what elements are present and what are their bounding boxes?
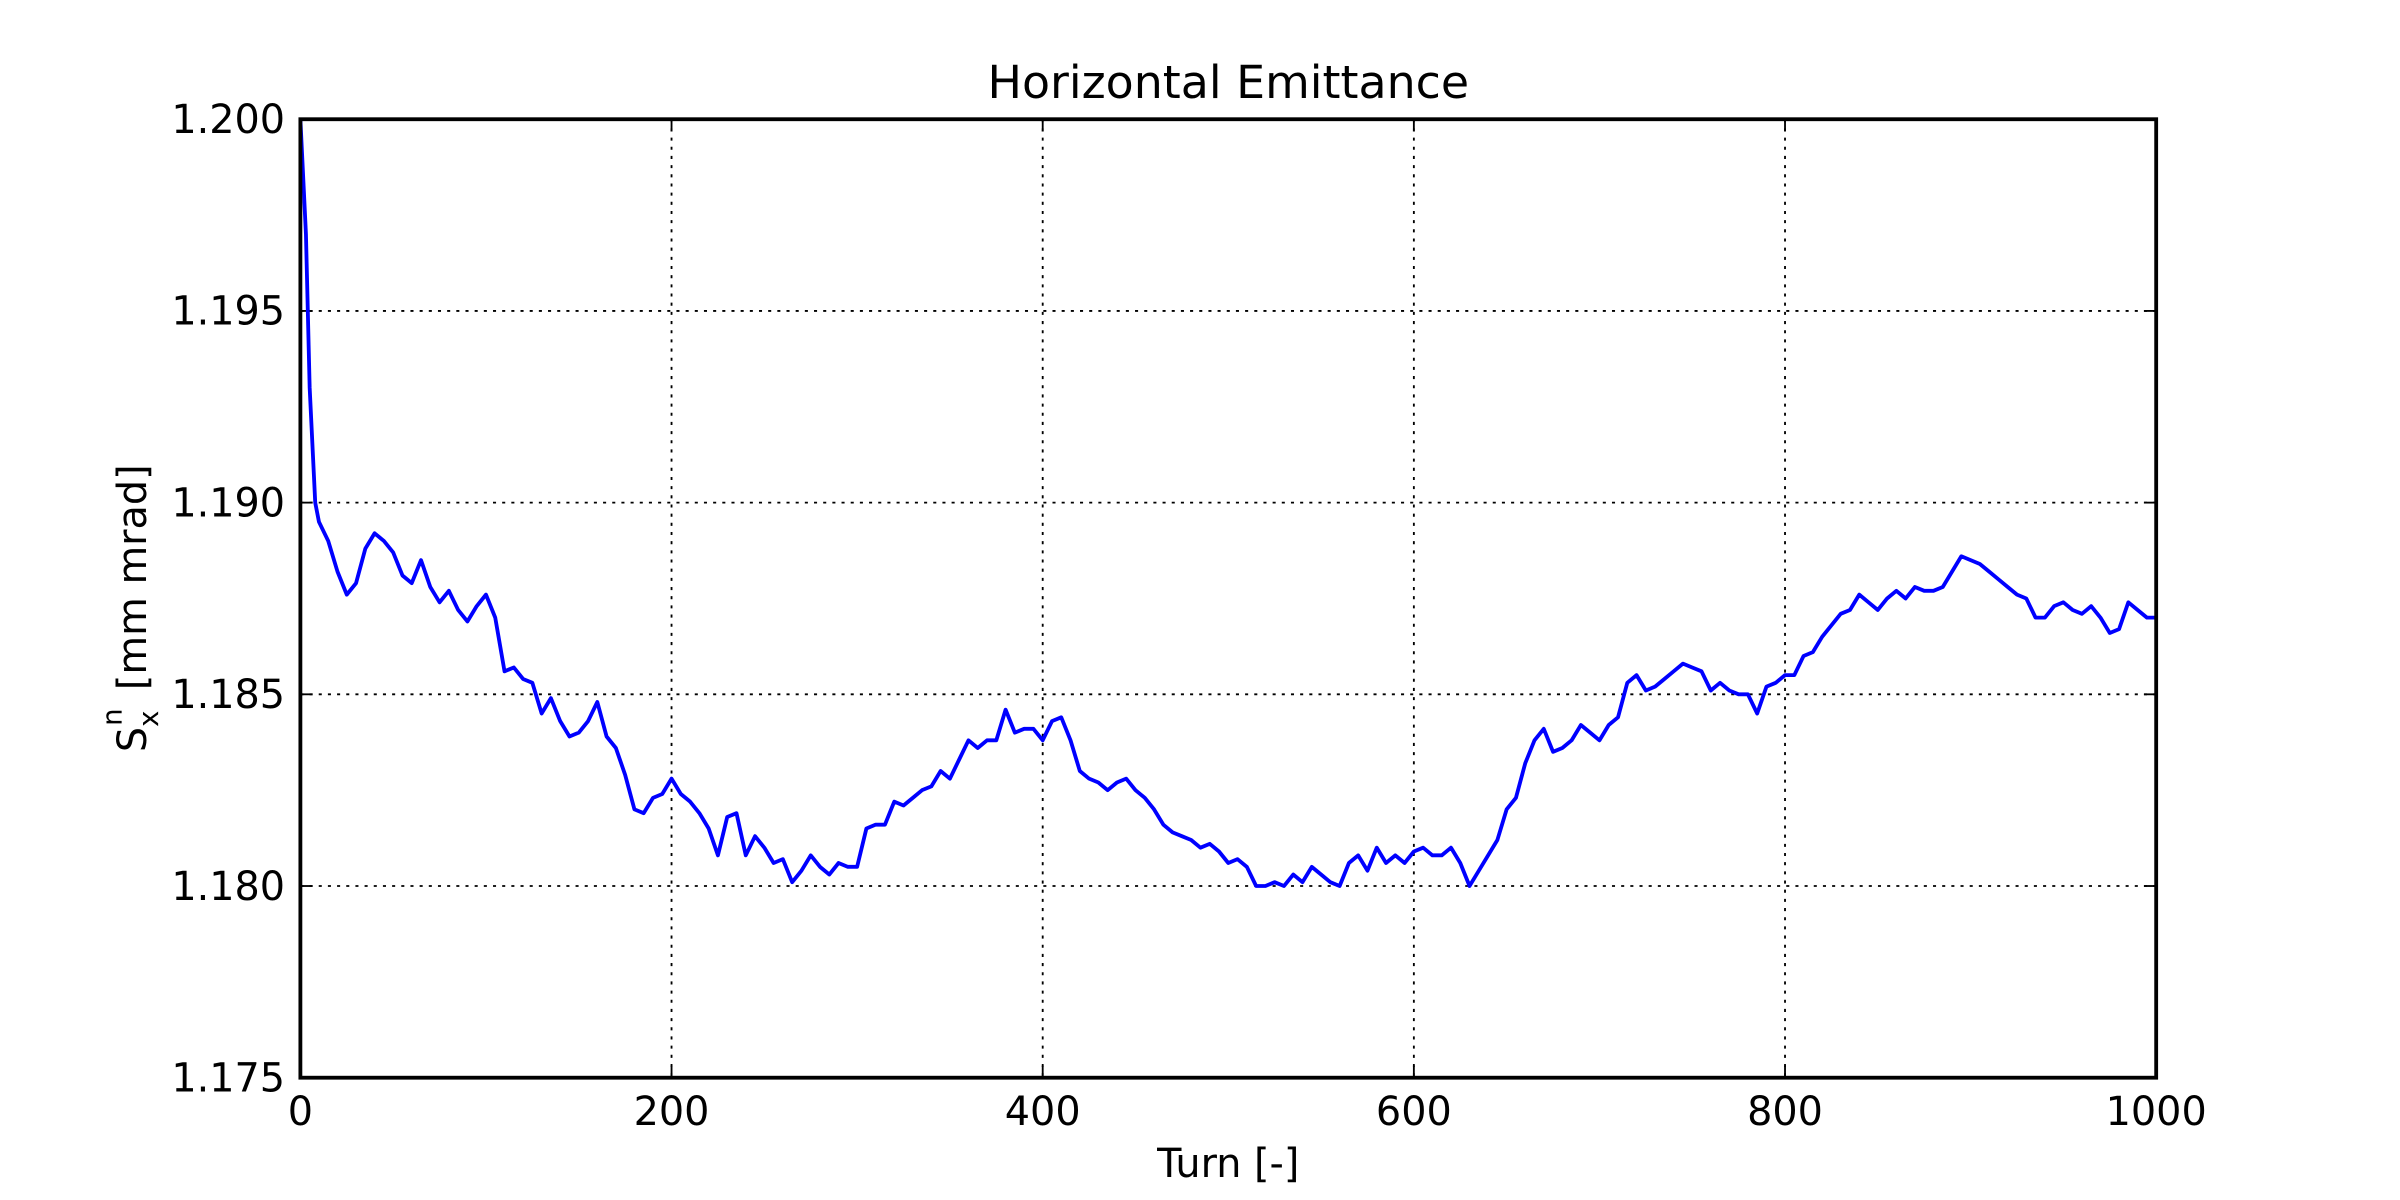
y-label-text: Sxn [mm mrad] [97,464,166,752]
x-tick-label: 0 [288,1089,313,1135]
y-axis-label: Sxn [mm mrad] [97,464,166,752]
y-label-symbol: S [110,727,156,752]
x-tick-label: 1000 [2106,1089,2207,1135]
y-tick-label: 1.200 [171,97,285,143]
y-label-unit: [mm mrad] [110,464,156,690]
x-axis-label: Turn [-] [1156,1141,1299,1187]
y-label-superscript: n [97,708,129,725]
x-tick-label: 200 [634,1089,710,1135]
data-line [300,119,2157,888]
x-tick-label: 800 [1747,1089,1823,1135]
x-tick-label: 400 [1005,1089,1081,1135]
chart-title: Horizontal Emittance [988,55,1470,109]
y-tick-label: 1.185 [171,672,285,718]
y-label-subscript: x [133,711,165,727]
y-tick-label: 1.175 [171,1055,285,1101]
y-tick-label: 1.195 [171,289,285,335]
y-tick-label: 1.180 [171,864,285,910]
x-tick-label: 600 [1376,1089,1452,1135]
plot-frame [298,117,2159,1080]
y-tick-label: 1.190 [171,480,285,526]
